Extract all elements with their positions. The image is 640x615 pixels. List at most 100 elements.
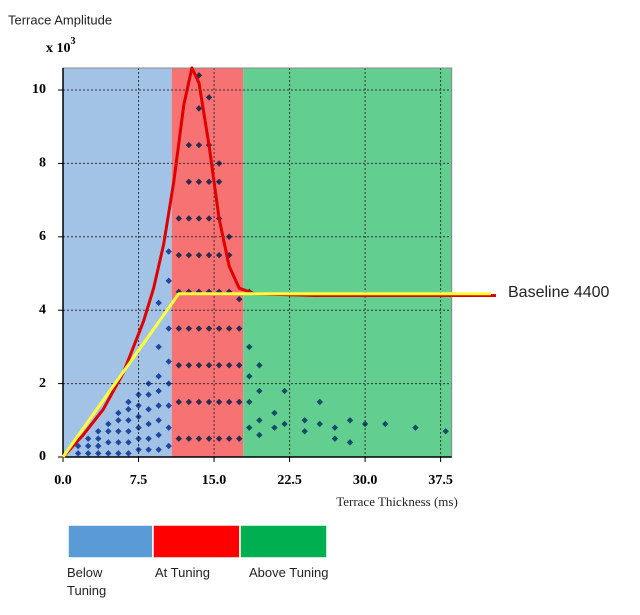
point [331,424,339,431]
point [205,398,213,406]
point [175,251,183,259]
point [165,402,172,409]
x-tick-label: 7.5 [130,473,148,488]
point [225,288,233,296]
point [165,358,172,365]
x-tick-label: 22.5 [277,473,302,488]
y-multiplier: x 103 [46,36,76,56]
point [155,387,162,395]
point [236,398,243,406]
point [145,380,152,387]
point [185,362,193,369]
point [185,325,193,332]
point [135,446,142,453]
point [256,387,263,395]
point [115,428,122,435]
point [215,178,223,185]
point [135,402,142,409]
point [205,178,213,185]
point [155,373,162,380]
annotation: Baseline 4400 [508,284,610,301]
point [145,420,152,428]
point [225,233,233,241]
region [63,68,172,457]
point [225,398,233,406]
point [215,160,223,167]
point [205,362,213,369]
point [155,417,162,424]
legend-label: At Tuning [155,565,210,580]
point [195,398,203,406]
point [225,325,233,332]
point [205,325,213,332]
point [175,435,183,442]
point [165,325,172,332]
point [145,435,152,442]
point [105,450,112,457]
point [95,442,102,450]
point [155,402,162,409]
point [205,251,213,259]
point [125,417,132,424]
point [105,428,112,435]
point [115,417,122,424]
point [346,439,354,446]
point [74,442,82,450]
y-multiplier-exponent: 3 [71,36,76,47]
point [145,406,152,413]
point [135,413,142,420]
point [195,215,203,222]
point [195,251,203,259]
point [361,420,369,428]
point [105,420,112,428]
y-tick-label: 2 [39,376,46,391]
y-tick-label: 4 [39,302,46,317]
legend-swatch [67,524,154,559]
point [281,420,288,428]
point [155,431,162,439]
point [195,325,203,332]
point [175,215,183,222]
point [225,435,233,442]
y-tick-label: 6 [39,229,46,244]
point [115,439,122,446]
point [185,215,193,222]
line [61,292,491,458]
point [271,409,278,417]
x-tick-label: 15.0 [202,473,227,488]
region [243,68,452,457]
point [84,450,92,457]
point [185,288,193,296]
point [246,398,253,406]
point [155,343,162,351]
point [175,362,183,369]
point [256,431,263,439]
point [145,391,152,398]
point [135,424,142,431]
point [331,435,339,442]
point [412,424,419,431]
point [165,442,172,450]
point [115,450,122,457]
point [105,439,112,446]
point [125,450,132,457]
point [246,343,253,351]
point [281,387,288,395]
point [225,362,233,369]
point [155,299,162,307]
point [135,435,142,442]
point [185,141,193,149]
point [346,417,354,424]
point [215,251,223,259]
point [175,325,183,332]
point [236,325,243,332]
point [185,178,193,185]
point [95,435,102,442]
legend-swatch [239,524,328,559]
point [236,435,243,442]
point [165,248,172,255]
chart-title: Terrace Amplitude [8,12,112,27]
point [185,251,193,259]
